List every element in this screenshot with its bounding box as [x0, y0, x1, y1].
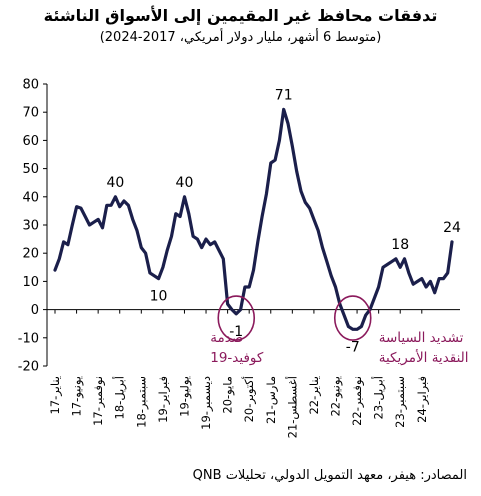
x-tick-label: أكتوبر-20	[241, 376, 257, 422]
y-tick-label: 10	[22, 275, 39, 290]
x-tick-label: يونيو-17	[70, 376, 85, 417]
x-axis-ticks: يناير-17 يونيو-17 نوفمبر-17 أبريل-18 سبتمبر-…	[48, 309, 430, 438]
trough-circle	[333, 295, 372, 341]
chart-title: تدفقات محافظ غير المقيمين إلى الأسواق ال…	[43, 6, 438, 25]
data-label: -1	[229, 324, 243, 340]
x-tick-label: ديسمبر-19	[199, 376, 214, 430]
x-tick-label: سبتمبر-18	[134, 376, 149, 428]
x-tick-label: أبريل-23	[371, 376, 387, 419]
y-tick-label: 60	[22, 134, 39, 149]
source-note: المصادر: هيفر، معهد التمويل الدولي، تحلي…	[192, 468, 467, 483]
x-tick-label: فبراير-19	[156, 376, 171, 423]
x-tick-label: فبراير-24	[415, 376, 430, 423]
x-tick-label: يناير-17	[48, 376, 63, 415]
data-label: 40	[176, 175, 194, 191]
annotation-text: النقدية الأمريكية	[379, 349, 469, 366]
trough-circle	[217, 295, 256, 341]
x-tick-label: مارس-21	[264, 376, 279, 424]
y-tick-label: 30	[22, 219, 39, 234]
y-tick-label: 80	[22, 78, 39, 93]
x-tick-label: يونيو-22	[328, 376, 343, 417]
x-tick-label: مايو-20	[221, 376, 236, 414]
chart-subtitle: (متوسط 6 أشهر، مليار دولار أمريكي، 2017-…	[99, 30, 382, 45]
x-tick-label: نوفمبر-17	[91, 376, 106, 426]
x-tick-label: أبريل-18	[112, 376, 128, 419]
annotation-text: تشديد السياسة	[379, 330, 464, 346]
y-axis-ticks: -20 -10 0 10 20 30 40 50 60 70 80	[18, 78, 47, 375]
data-label: 10	[150, 289, 168, 305]
y-tick-label: -20	[18, 360, 39, 375]
annotations-layer: صدمة كوفيد-19 تشديد السياسة النقدية الأمريك…	[210, 295, 469, 366]
series-layer	[53, 107, 454, 331]
x-tick-label: يناير-22	[307, 376, 322, 415]
x-tick-label: سبتمبر-23	[393, 376, 408, 428]
y-tick-label: -10	[18, 331, 39, 346]
x-tick-label: أغسطس-21	[284, 376, 300, 438]
data-label: 71	[275, 87, 293, 103]
y-tick-label: 0	[31, 303, 39, 318]
data-label: 40	[106, 175, 124, 191]
y-tick-label: 50	[22, 162, 39, 177]
data-label: 24	[443, 220, 461, 236]
x-tick-label: يوليو-19	[177, 376, 192, 417]
annotation-text: صدمة	[210, 330, 243, 346]
data-labels-layer: 40 10 40 71 18 24 -1 -7	[106, 87, 460, 355]
annotation-text: كوفيد-19	[210, 350, 264, 366]
data-label: -7	[346, 339, 360, 355]
data-label: 18	[391, 237, 409, 253]
series-line	[53, 107, 454, 331]
x-tick-label: نوفمبر-22	[350, 376, 365, 426]
y-tick-label: 70	[22, 106, 39, 121]
y-tick-label: 40	[22, 190, 39, 205]
y-tick-label: 20	[22, 247, 39, 262]
